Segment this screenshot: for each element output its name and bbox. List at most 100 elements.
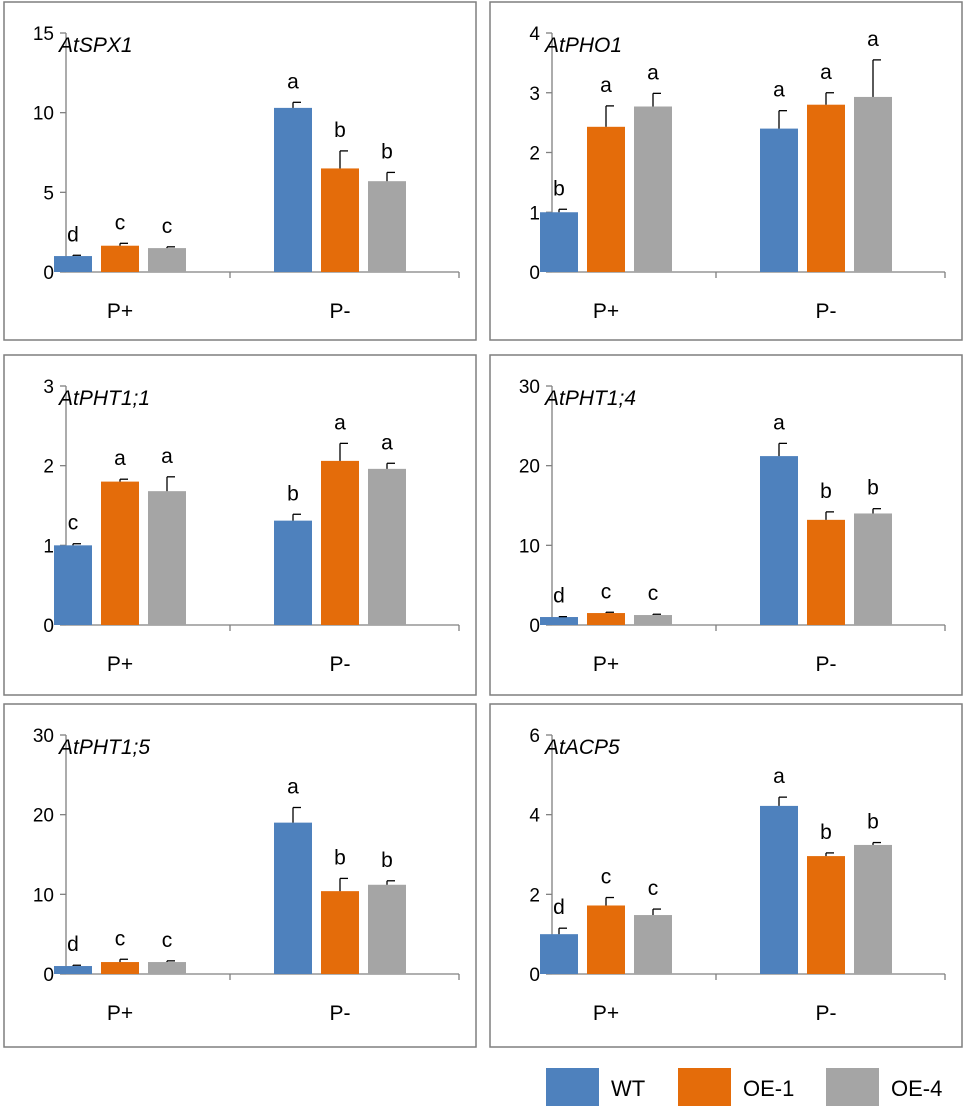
panel-frame	[3, 1, 477, 341]
legend-label: WT	[611, 1076, 645, 1101]
x-category-label: P+	[107, 1002, 133, 1025]
x-category-label: P+	[593, 300, 619, 323]
y-tick-label: 1	[529, 203, 540, 224]
bar	[540, 617, 578, 625]
chart-panel: 0 1 2 3 P+ P-c b a a a a AtPHT1;1	[3, 354, 477, 696]
chart-title: AtACP5	[543, 736, 620, 759]
bar	[540, 934, 578, 974]
bar	[760, 805, 798, 974]
significance-letter: b	[287, 482, 299, 505]
bar	[587, 905, 625, 974]
chart-title: AtPHT1;1	[57, 387, 150, 410]
x-category-label: P+	[107, 300, 133, 323]
x-category-label: P+	[107, 653, 133, 676]
significance-letter: b	[334, 846, 346, 869]
x-category-label: P-	[816, 1002, 837, 1025]
significance-letter: c	[115, 211, 126, 234]
x-category-label: P-	[330, 1002, 351, 1025]
x-category-label: P-	[330, 653, 351, 676]
bar	[368, 181, 406, 272]
bar	[807, 104, 845, 272]
significance-letter: a	[600, 74, 612, 97]
bar	[274, 520, 312, 625]
y-tick-label: 1	[43, 536, 54, 557]
y-tick-label: 3	[529, 84, 540, 105]
bar	[368, 884, 406, 974]
significance-letter: b	[381, 140, 393, 163]
x-category-label: P-	[330, 300, 351, 323]
significance-letter: b	[867, 811, 879, 834]
significance-letter: b	[334, 119, 346, 142]
bar	[148, 491, 186, 625]
chart-panel: 0 10 20 30 P+ P-d a c b c b AtPHT1;4	[489, 354, 963, 696]
significance-letter: b	[381, 849, 393, 872]
y-tick-label: 15	[33, 24, 54, 45]
chart-title: AtSPX1	[57, 34, 133, 57]
significance-letter: a	[114, 447, 126, 470]
significance-letter: d	[553, 896, 565, 919]
significance-letter: a	[161, 445, 173, 468]
x-category-label: P+	[593, 653, 619, 676]
legend-swatch	[546, 1068, 599, 1106]
chart-panel: 0 2 4 6 P+ P-d a c b c b AtACP5	[489, 703, 963, 1048]
bar	[148, 962, 186, 974]
legend-swatch	[678, 1068, 731, 1106]
significance-letter: a	[647, 61, 659, 84]
bar	[634, 915, 672, 974]
bar	[321, 460, 359, 625]
y-tick-label: 20	[33, 806, 54, 827]
chart-title: AtPHO1	[543, 34, 622, 57]
significance-letter: b	[820, 480, 832, 503]
y-tick-label: 10	[33, 885, 54, 906]
significance-letter: d	[67, 223, 79, 246]
y-tick-label: 2	[529, 885, 540, 906]
bar	[587, 613, 625, 625]
significance-letter: b	[867, 477, 879, 500]
bar	[101, 481, 139, 625]
y-tick-label: 10	[33, 104, 54, 125]
significance-letter: a	[773, 79, 785, 102]
bar	[54, 966, 92, 974]
bar	[760, 128, 798, 272]
bar	[540, 212, 578, 272]
chart-panel: 0 1 2 3 4 P+ P-b a a a a a AtPHO1	[489, 1, 963, 341]
legend: WT OE-1 OE-4	[546, 1068, 942, 1106]
chart-panel: 0 10 20 30 P+ P-d a c b c b AtPHT1;5	[3, 703, 477, 1048]
significance-letter: a	[867, 28, 879, 51]
y-tick-label: 0	[529, 616, 540, 637]
y-tick-label: 2	[529, 144, 540, 165]
significance-letter: a	[773, 411, 785, 434]
significance-letter: c	[162, 215, 173, 238]
bar	[274, 822, 312, 974]
bar	[101, 245, 139, 272]
bar	[854, 513, 892, 625]
bar	[54, 545, 92, 625]
bar	[807, 856, 845, 974]
significance-letter: a	[287, 70, 299, 93]
bar	[321, 168, 359, 272]
significance-letter: d	[553, 585, 565, 608]
significance-letter: a	[381, 431, 393, 454]
significance-letter: c	[648, 582, 659, 605]
bar	[587, 126, 625, 273]
x-category-label: P+	[593, 1002, 619, 1025]
bar	[368, 468, 406, 625]
bar	[321, 891, 359, 974]
legend-swatch	[826, 1068, 879, 1106]
y-tick-label: 4	[529, 806, 540, 827]
significance-letter: a	[820, 61, 832, 84]
bar	[760, 456, 798, 625]
x-category-label: P-	[816, 300, 837, 323]
x-category-label: P-	[816, 653, 837, 676]
y-tick-label: 0	[43, 263, 54, 284]
bar	[854, 96, 892, 273]
significance-letter: c	[648, 877, 659, 900]
legend-label: OE-4	[891, 1076, 942, 1101]
y-tick-label: 20	[519, 457, 540, 478]
y-tick-label: 0	[43, 616, 54, 637]
bar	[634, 615, 672, 625]
significance-letter: c	[115, 927, 126, 950]
significance-letter: c	[68, 512, 79, 535]
chart-panel: 0 5 10 15 P+ P-d a c b c b AtSPX1	[3, 1, 477, 341]
